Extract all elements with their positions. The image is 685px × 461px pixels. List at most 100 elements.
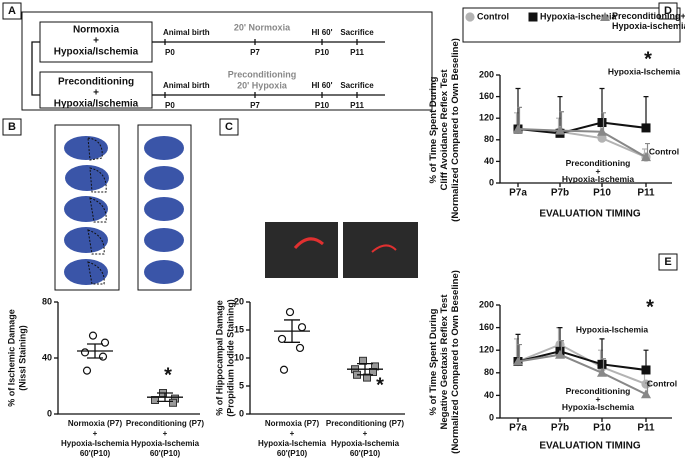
error-bar (357, 362, 373, 376)
y-axis-label: % of Time Spent DuringCliff Avoidance Re… (428, 38, 461, 222)
panel-letter-box (2, 118, 22, 136)
data-point (151, 396, 159, 404)
group-label: + (93, 36, 99, 47)
y-axis-label: % of Ischemic Damage(Nissl Staining) (7, 309, 28, 407)
annotation: * (164, 364, 172, 386)
data-point (641, 152, 651, 162)
panel-letter: E (664, 256, 671, 268)
y-tick-label: 0 (47, 408, 52, 418)
data-point (277, 334, 287, 344)
series-line (517, 350, 647, 371)
annotation: Control (647, 378, 677, 388)
y-tick-label: 160 (479, 322, 494, 332)
legend-marker (600, 12, 610, 21)
y-tick-label: 80 (484, 134, 494, 144)
group-label: Hypoxia/Ischemia (54, 99, 139, 110)
data-point (98, 352, 108, 361)
data-point (555, 349, 565, 359)
y-tick-label: 40 (42, 352, 52, 362)
group-label: Preconditioning (58, 77, 134, 88)
x-tick-label: P7b (551, 423, 569, 434)
error-bar (517, 343, 522, 362)
error-bar (559, 339, 564, 355)
y-tick-label: 200 (479, 299, 494, 309)
x-tick-label: P7a (509, 423, 527, 434)
series-line (517, 128, 647, 158)
y-tick-label: 80 (42, 296, 52, 306)
y-tick-label: 5 (239, 380, 244, 390)
data-point (597, 367, 607, 377)
panel-letter: C (225, 121, 233, 133)
event-label: Preconditioning 20' Hypoxia (228, 70, 297, 91)
event-label: HI 60' (311, 81, 332, 90)
x-tick-label: P7b (551, 188, 569, 199)
y-tick-label: 120 (479, 113, 494, 123)
y-tick-label: 40 (484, 390, 494, 400)
y-tick-label: 0 (489, 177, 494, 187)
panel-a-frame (21, 11, 433, 111)
x-tick-label: P10 (593, 423, 611, 434)
data-point (641, 365, 651, 375)
event-label: Animal birth (163, 28, 210, 37)
error-bar (643, 96, 649, 128)
x-tick-label: Normoxia (P7) + Hypoxia-Ischemia 60'(P10) (61, 419, 130, 458)
event-label: 20' Normoxia (234, 22, 291, 32)
x-tick-label: Preconditioning (P7) + Hypoxia-Ischemia 60'… (126, 419, 205, 458)
event-label: Sacrifice (340, 28, 374, 37)
bracket (31, 41, 40, 96)
event-label: HI 60' (311, 28, 332, 37)
x-tick-label: P7a (509, 188, 527, 199)
y-tick-label: 20 (234, 296, 244, 306)
y-tick-label: 15 (234, 324, 244, 334)
x-tick-label: Preconditioning (P7) + Hypoxia-Ischemia 60'… (326, 419, 405, 458)
x-tick-label: Normoxia (P7) + Hypoxia-Ischemia 60'(P10) (258, 419, 327, 458)
legend-marker (528, 12, 538, 22)
series-line (517, 128, 647, 158)
group-box (39, 71, 153, 109)
x-tick-label: P10 (593, 188, 611, 199)
series-line (517, 121, 647, 135)
data-point (88, 331, 98, 340)
pi-images (265, 222, 418, 278)
series-line (517, 343, 647, 386)
y-tick-label: 10 (234, 352, 244, 362)
data-point (359, 356, 367, 365)
axes (249, 302, 405, 415)
annotation: Preconditioning + Hypoxia-Ischemia (562, 158, 635, 184)
x-axis-label: EVALUATION TIMING (539, 209, 641, 220)
legend-label: Preconditioning+ Hypoxia-ischemia (612, 11, 685, 31)
data-point (80, 348, 90, 357)
y-axis-label: % of Hippocampal Damage(Propidium Iodide… (215, 299, 236, 417)
annotation: * (644, 48, 652, 70)
legend-frame (462, 7, 681, 43)
error-bar (517, 106, 522, 129)
error-bar (157, 392, 173, 403)
data-point (279, 365, 289, 374)
data-point (363, 373, 371, 382)
data-point (597, 359, 607, 369)
error-bar (284, 319, 300, 343)
data-point (597, 118, 607, 128)
data-point (100, 338, 110, 347)
error-bar (601, 112, 606, 132)
y-tick-label: 160 (479, 91, 494, 101)
x-axis-label: EVALUATION TIMING (539, 441, 641, 452)
data-point (369, 368, 377, 376)
y-tick-label: 40 (484, 156, 494, 166)
data-point (295, 343, 305, 353)
legend-marker (465, 12, 475, 22)
data-point (513, 124, 523, 133)
timepoint: P7 (250, 101, 260, 110)
group-label: Hypoxia/Ischemia (54, 47, 139, 58)
timepoint: P7 (250, 48, 260, 57)
data-point (297, 323, 307, 332)
y-tick-label: 80 (484, 367, 494, 377)
panel-letter: D (664, 5, 672, 17)
legend-label: Control (477, 11, 509, 21)
annotation: Control (649, 146, 679, 156)
x-tick-label: P11 (637, 188, 655, 199)
y-tick-label: 0 (489, 412, 494, 422)
data-point (513, 356, 523, 366)
panel-letter-box (658, 2, 678, 20)
